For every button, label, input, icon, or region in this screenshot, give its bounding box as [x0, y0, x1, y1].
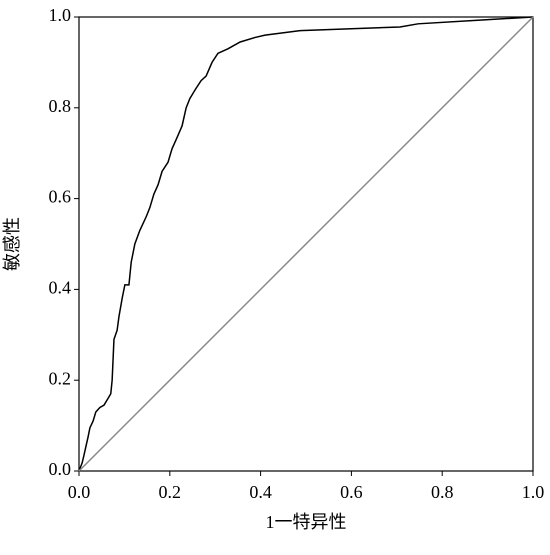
x-tick-label: 0.2 [159, 482, 182, 502]
plot-frame [78, 16, 534, 472]
x-tick-label: 0.6 [340, 482, 363, 502]
x-tick-label: 1.0 [522, 482, 545, 502]
x-tick-label: 0.0 [68, 482, 91, 502]
series-line [78, 16, 534, 472]
series-line [78, 16, 534, 472]
y-tick-label: 0.2 [49, 368, 72, 388]
y-tick-label: 0.0 [49, 459, 72, 479]
y-tick-label: 0.6 [49, 187, 72, 207]
y-tick-label: 1.0 [49, 5, 72, 25]
y-tick-label: 0.8 [49, 96, 72, 116]
x-axis-label: 1一特异性 [266, 512, 347, 532]
y-axis-label: 敏感性 [2, 217, 22, 271]
x-tick-label: 0.8 [431, 482, 454, 502]
x-tick-label: 0.4 [249, 482, 272, 502]
y-tick-label: 0.4 [49, 278, 72, 298]
